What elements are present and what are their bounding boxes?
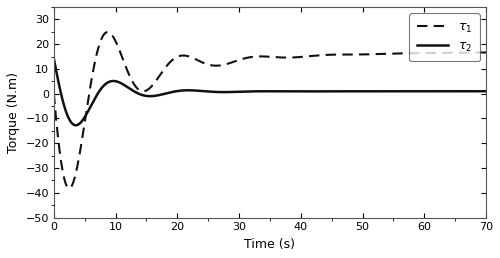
$\tau_1$ — [332, 53, 338, 56]
$\tau_1$ — [104, 30, 110, 34]
$\tau_1$ — [406, 52, 412, 55]
$\tau_2$ — [332, 90, 338, 93]
$\tau_1$ — [310, 54, 316, 57]
$\tau_2$ — [406, 90, 412, 93]
$\tau_1$ — [374, 53, 380, 56]
Line: $\tau_2$: $\tau_2$ — [54, 59, 486, 125]
$\tau_2$ — [310, 90, 316, 93]
$\tau_1$ — [51, 92, 57, 95]
$\tau_2$ — [483, 90, 489, 93]
X-axis label: Time (s): Time (s) — [244, 238, 296, 251]
Line: $\tau_1$: $\tau_1$ — [54, 32, 486, 188]
Y-axis label: Torque (N.m): Torque (N.m) — [7, 72, 20, 153]
$\tau_2$ — [51, 57, 57, 60]
$\tau_2$ — [216, 91, 222, 94]
$\tau_1$ — [483, 51, 489, 54]
$\tau_1$ — [216, 64, 222, 67]
$\tau_2$ — [374, 90, 380, 93]
$\tau_1$ — [130, 80, 136, 83]
$\tau_1$ — [66, 187, 72, 190]
Legend: $\tau_1$, $\tau_2$: $\tau_1$, $\tau_2$ — [409, 13, 480, 61]
$\tau_2$ — [130, 89, 136, 92]
$\tau_2$ — [73, 124, 79, 127]
